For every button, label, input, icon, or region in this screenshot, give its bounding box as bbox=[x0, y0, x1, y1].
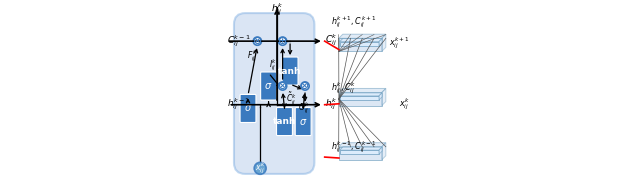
Polygon shape bbox=[340, 96, 379, 100]
Text: $\sigma$: $\sigma$ bbox=[244, 103, 252, 114]
Polygon shape bbox=[340, 147, 382, 150]
FancyBboxPatch shape bbox=[240, 94, 256, 122]
Text: ⊗: ⊗ bbox=[278, 81, 287, 91]
FancyBboxPatch shape bbox=[282, 57, 298, 85]
Text: ⊗: ⊗ bbox=[253, 36, 262, 46]
Polygon shape bbox=[339, 38, 381, 51]
FancyBboxPatch shape bbox=[276, 108, 292, 136]
FancyBboxPatch shape bbox=[295, 108, 311, 136]
Text: tanh: tanh bbox=[278, 67, 302, 76]
Text: $h_{ij}^{k+1}, C_{ij}^{k+1}$: $h_{ij}^{k+1}, C_{ij}^{k+1}$ bbox=[331, 15, 376, 30]
Polygon shape bbox=[381, 143, 386, 160]
Polygon shape bbox=[339, 88, 386, 93]
Polygon shape bbox=[381, 88, 386, 106]
Text: $C_{ij}^{k-1}$: $C_{ij}^{k-1}$ bbox=[227, 33, 252, 49]
Polygon shape bbox=[340, 93, 382, 96]
Text: $h_{ij}^{k}, C_{ij}^{k}$: $h_{ij}^{k}, C_{ij}^{k}$ bbox=[331, 80, 356, 96]
Text: $x_{ij}^{k+1}$: $x_{ij}^{k+1}$ bbox=[389, 35, 410, 51]
Circle shape bbox=[254, 162, 266, 174]
Text: tanh: tanh bbox=[273, 117, 296, 126]
Polygon shape bbox=[340, 38, 382, 42]
Text: $h_{ij}^k$: $h_{ij}^k$ bbox=[271, 2, 283, 17]
Text: $x_{ij}^k$: $x_{ij}^k$ bbox=[255, 161, 266, 176]
Circle shape bbox=[301, 82, 309, 90]
Circle shape bbox=[278, 37, 287, 45]
Polygon shape bbox=[381, 34, 386, 51]
Text: $C_{ij}^k$: $C_{ij}^k$ bbox=[324, 32, 337, 48]
Text: $\sigma$: $\sigma$ bbox=[264, 81, 273, 91]
Polygon shape bbox=[340, 150, 379, 154]
Text: $h_{ij}^k$: $h_{ij}^k$ bbox=[324, 96, 337, 112]
Text: $h_{ij}^{k-1}$: $h_{ij}^{k-1}$ bbox=[227, 97, 251, 113]
Polygon shape bbox=[379, 38, 382, 46]
Polygon shape bbox=[339, 147, 381, 160]
FancyBboxPatch shape bbox=[234, 13, 314, 174]
Text: $h_{ij}^{k-1}, C_{ij}^{k-1}$: $h_{ij}^{k-1}, C_{ij}^{k-1}$ bbox=[331, 140, 376, 155]
Polygon shape bbox=[339, 34, 386, 38]
Text: ⊕: ⊕ bbox=[278, 36, 287, 46]
Polygon shape bbox=[379, 93, 382, 100]
Text: $I_{ij}^k$: $I_{ij}^k$ bbox=[269, 58, 277, 73]
Circle shape bbox=[278, 82, 287, 90]
Polygon shape bbox=[339, 93, 381, 106]
Polygon shape bbox=[379, 147, 382, 154]
Text: $O_{ij}^k$: $O_{ij}^k$ bbox=[298, 100, 310, 116]
FancyBboxPatch shape bbox=[260, 72, 276, 100]
Text: $x_{ij}^{k}$: $x_{ij}^{k}$ bbox=[399, 97, 410, 112]
Polygon shape bbox=[339, 143, 386, 147]
Text: $\sigma$: $\sigma$ bbox=[299, 117, 307, 127]
Text: $\tilde{C}_{ij}^k$: $\tilde{C}_{ij}^k$ bbox=[286, 90, 297, 107]
Polygon shape bbox=[340, 42, 379, 46]
Text: $F_{ij}^k$: $F_{ij}^k$ bbox=[246, 48, 257, 64]
Text: ⊗: ⊗ bbox=[300, 81, 310, 91]
Circle shape bbox=[253, 37, 262, 45]
